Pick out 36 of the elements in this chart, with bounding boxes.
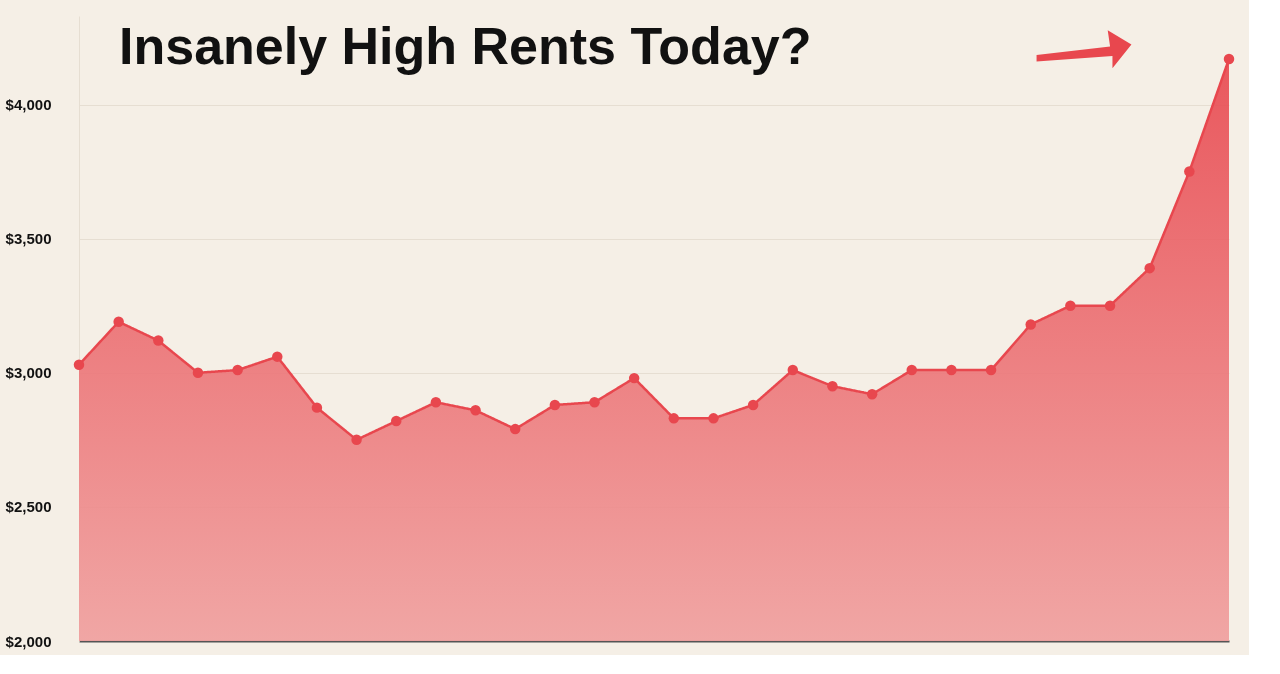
point: [470, 405, 481, 416]
point: [1184, 166, 1195, 177]
point: [351, 434, 362, 446]
point: [430, 397, 442, 408]
point: [1025, 319, 1036, 330]
point: [668, 413, 680, 424]
point: [1104, 300, 1116, 311]
point: [1065, 300, 1076, 311]
y-tick-label: $3,500: [5, 230, 52, 248]
point: [232, 364, 243, 376]
point: [311, 402, 323, 413]
annotation: Insanely High Rents Today?: [119, 17, 812, 75]
point: [866, 388, 878, 400]
point: [985, 364, 997, 376]
y-tick-label: $4,000: [5, 96, 52, 114]
point: [827, 380, 838, 392]
y-tick-label: $3,000: [5, 364, 52, 382]
point: [787, 364, 799, 376]
point: [113, 316, 124, 328]
point: [628, 372, 640, 384]
point: [1223, 53, 1235, 65]
point: [1144, 262, 1155, 274]
point: [509, 423, 521, 435]
point: [549, 399, 561, 411]
y-tick-label: $2,000: [5, 632, 52, 650]
point: [73, 359, 85, 370]
point: [391, 415, 402, 427]
point: [906, 364, 917, 376]
point: [708, 413, 719, 424]
point: [192, 367, 204, 378]
point: [747, 399, 759, 411]
y-tick-label: $2,500: [5, 498, 52, 516]
point: [153, 335, 164, 346]
point: [272, 351, 283, 362]
point: [589, 397, 600, 408]
point: [946, 364, 957, 376]
